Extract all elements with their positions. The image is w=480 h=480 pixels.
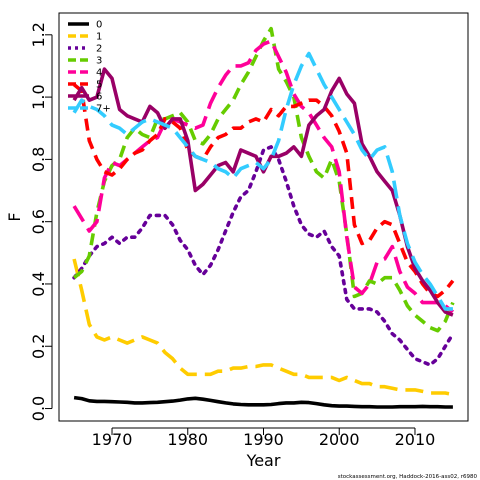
legend-label: 0 [96, 20, 102, 31]
y-tick-label: 0.6 [29, 209, 48, 234]
y-tick-label: 1.0 [29, 84, 48, 109]
series-line-5 [72, 83, 455, 299]
plot-frame [58, 12, 469, 422]
legend-label: 2 [96, 44, 102, 55]
legend-label: 6 [96, 92, 102, 103]
x-tick-label: 1980 [167, 430, 208, 449]
series-line-7 [72, 51, 453, 311]
series-layer [72, 26, 455, 409]
legend-label: 7+ [96, 104, 111, 115]
x-tick-label: 2010 [395, 430, 436, 449]
x-tick-label: 1970 [92, 430, 133, 449]
series-line-2 [72, 145, 455, 367]
credit-text: stockassessment.org, Haddock-2016-ass02,… [338, 474, 478, 480]
legend-label: 1 [96, 32, 102, 43]
series-line-1 [72, 258, 454, 397]
legend-label: 3 [96, 56, 102, 67]
x-axis-title: Year [246, 451, 281, 470]
y-tick-label: 0.8 [29, 147, 48, 172]
x-axis: 1970 1980 1990 2000 2010 [92, 427, 436, 449]
x-tick-label: 1990 [243, 430, 284, 449]
y-tick-label: 0.4 [29, 271, 48, 296]
y-axis: 0.0 0.2 0.4 0.6 0.8 1.0 1.2 [29, 22, 53, 421]
y-tick-label: 0.2 [29, 334, 48, 359]
series-line-6 [72, 67, 454, 317]
y-axis-title: F [5, 212, 24, 221]
legend-label: 4 [96, 68, 102, 79]
x-tick-label: 2000 [319, 430, 360, 449]
series-line-3 [72, 26, 455, 333]
series-line-0 [73, 395, 453, 409]
legend-label: 5 [96, 80, 102, 91]
y-tick-label: 0.0 [29, 396, 48, 421]
y-tick-label: 1.2 [29, 22, 48, 47]
